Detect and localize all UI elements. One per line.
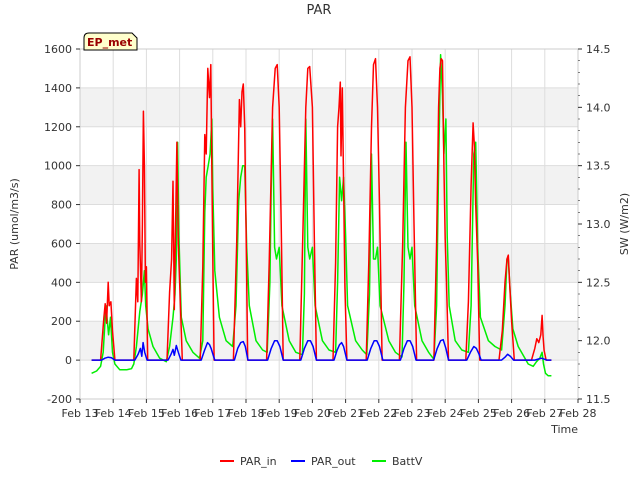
y-left-tick-label: 1600 [44, 43, 72, 56]
background-band [80, 360, 578, 399]
y-left-tick-label: 800 [51, 199, 72, 212]
y-left-tick-label: 1000 [44, 160, 72, 173]
background-band [80, 282, 578, 322]
series-line-par-out [91, 338, 552, 361]
y-axis-left-ticks: -200 0 200 400 600 800 1000 1200 1400 1600 [44, 43, 80, 406]
x-tick-label: Feb 13 [62, 407, 99, 420]
y-right-tick-label: 13.5 [586, 160, 611, 173]
x-tick-label: Feb 16 [161, 407, 198, 420]
x-tick-label: Feb 15 [128, 407, 165, 420]
x-tick-label: Feb 23 [394, 407, 431, 420]
y-right-tick-label: 12.5 [586, 276, 611, 289]
y-left-tick-label: 600 [51, 237, 72, 250]
x-tick-label: Feb 14 [95, 407, 132, 420]
series-line-battv [91, 54, 552, 377]
x-tick-label: Feb 19 [261, 407, 298, 420]
y-right-tick-label: 12.0 [586, 335, 611, 348]
chart-title: PAR [307, 3, 332, 18]
badge-label: EP_met [87, 36, 132, 49]
x-axis-label: Time [550, 423, 578, 436]
x-tick-label: Feb 18 [228, 407, 265, 420]
legend-label: PAR_out [311, 455, 356, 468]
legend-label: BattV [392, 455, 423, 468]
x-tick-label: Feb 20 [294, 407, 331, 420]
y-left-tick-label: 1400 [44, 82, 72, 95]
y-left-tick-label: 0 [65, 354, 72, 367]
y-right-tick-label: 14.5 [586, 43, 611, 56]
background-band [80, 204, 578, 244]
background-band [80, 49, 578, 88]
y-right-tick-label: 14.0 [586, 101, 611, 114]
x-tick-label: Feb 28 [560, 407, 597, 420]
x-tick-label: Feb 17 [194, 407, 231, 420]
y-axis-left-label: PAR (umol/m3/s) [8, 178, 21, 270]
background-band [80, 321, 578, 361]
y-left-tick-label: 200 [51, 315, 72, 328]
x-tick-label: Feb 21 [327, 407, 364, 420]
ep-met-badge: EP_met [83, 32, 138, 51]
background-band [80, 87, 578, 127]
x-tick-label: Feb 26 [493, 407, 530, 420]
background-band [80, 165, 578, 205]
background-bands [80, 49, 578, 399]
x-tick-label: Feb 25 [460, 407, 497, 420]
y-left-tick-label: -200 [47, 393, 72, 406]
y-axis-right-label: SW (W/m2) [618, 193, 631, 255]
x-tick-label: Feb 27 [526, 407, 563, 420]
legend-label: PAR_in [240, 455, 277, 468]
x-tick-label: Feb 24 [427, 407, 464, 420]
y-axis-right-ticks: 11.5 12.0 12.5 13.0 13.5 14.0 14.5 [578, 43, 611, 406]
x-tick-label: Feb 22 [360, 407, 397, 420]
y-left-tick-label: 400 [51, 276, 72, 289]
background-band [80, 243, 578, 283]
series-layer [91, 54, 552, 377]
y-right-tick-label: 13.0 [586, 218, 611, 231]
legend: PAR_in PAR_out BattV [220, 455, 423, 468]
background-band [80, 126, 578, 166]
y-left-tick-label: 1200 [44, 121, 72, 134]
y-right-tick-label: 11.5 [586, 393, 611, 406]
